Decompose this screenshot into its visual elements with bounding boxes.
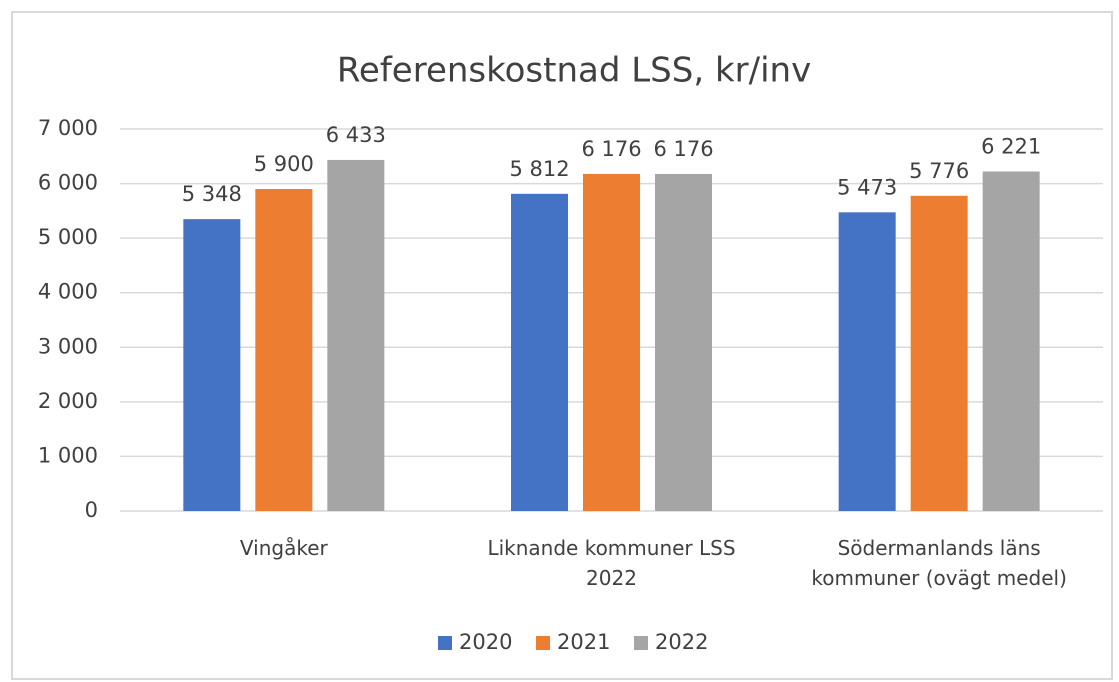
bar [255,189,313,511]
legend-swatch [634,636,648,650]
legend-swatch [536,636,550,650]
y-tick-label: 7 000 [38,116,98,140]
y-tick-label: 2 000 [38,389,98,413]
legend-label: 2020 [459,630,512,654]
y-tick-label: 6 000 [38,171,98,195]
y-tick-label: 3 000 [38,334,98,358]
data-label: 5 348 [182,182,242,206]
x-tick-label: Liknande kommuner LSS 2022 [487,536,736,590]
bar [327,159,385,511]
y-tick-label: 5 000 [38,225,98,249]
data-label: 5 776 [909,159,969,183]
legend-label: 2022 [655,630,708,654]
data-label: 5 900 [254,152,314,176]
chart-title: Referenskostnad LSS, kr/inv [337,51,811,91]
legend-swatch [438,636,452,650]
y-tick-label: 4 000 [38,280,98,304]
x-tick-label: Vingåker [239,536,328,560]
x-tick-label: Södermanlands läns kommuner (ovägt medel… [811,536,1067,590]
bar [183,219,241,512]
y-tick-label: 0 [85,498,98,522]
data-label: 6 221 [981,135,1041,159]
data-label: 5 812 [509,157,569,181]
bar [583,173,640,511]
data-label: 6 176 [581,137,641,161]
legend-label: 2021 [557,630,610,654]
bar [511,193,568,511]
bar [910,195,968,512]
data-label: 6 433 [326,123,386,147]
chart-border [11,11,1113,680]
y-tick-label: 1 000 [38,443,98,467]
data-label: 5 473 [837,175,897,199]
bar [838,212,896,511]
bar [655,173,712,511]
bar [982,171,1040,511]
data-label: 6 176 [653,137,713,161]
